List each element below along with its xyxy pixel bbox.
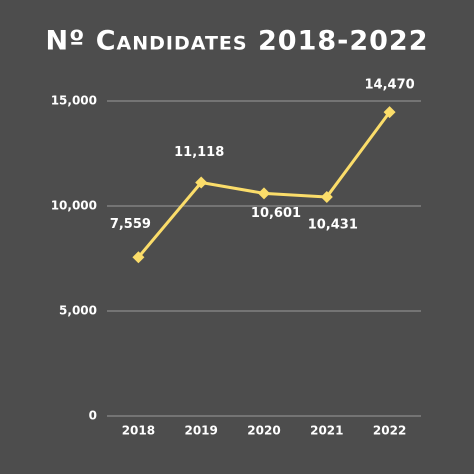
data-point [195, 176, 208, 189]
value-label: 11,118 [174, 145, 224, 160]
x-tick-label: 2022 [373, 424, 406, 438]
x-tick-label: 2021 [310, 424, 343, 438]
x-tick-label: 2018 [122, 424, 155, 438]
y-tick-label: 0 [89, 409, 97, 423]
y-tick-label: 10,000 [51, 199, 97, 213]
y-tick-label: 5,000 [59, 304, 97, 318]
data-point [132, 251, 145, 264]
y-tick-label: 15,000 [51, 94, 97, 108]
data-point [320, 190, 333, 203]
value-label: 14,470 [365, 78, 415, 93]
data-point [383, 106, 396, 119]
value-label: 10,431 [308, 217, 358, 232]
x-tick-label: 2019 [184, 424, 217, 438]
value-label: 7,559 [110, 217, 151, 232]
x-tick-label: 2020 [247, 424, 280, 438]
value-label: 10,601 [251, 206, 301, 221]
data-point [258, 187, 270, 200]
chart-title: Nº Candidates 2018-2022 [45, 26, 428, 57]
